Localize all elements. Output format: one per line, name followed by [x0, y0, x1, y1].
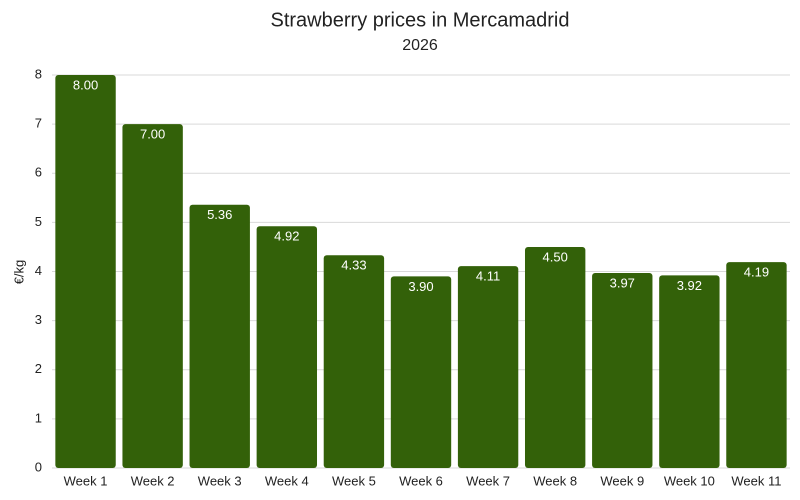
y-tick-label: 1 — [35, 410, 42, 425]
chart-title: Strawberry prices in Mercamadrid — [271, 9, 570, 31]
bar — [726, 262, 787, 468]
y-tick-label: 8 — [35, 66, 42, 81]
bar — [323, 255, 385, 468]
bar — [524, 246, 586, 468]
x-tick-label: Week 1 — [64, 473, 108, 488]
y-tick-label: 0 — [35, 459, 42, 474]
x-tick-label: Week 2 — [131, 473, 175, 488]
y-axis-label: €/kg — [11, 260, 26, 285]
x-tick-label: Week 7 — [466, 473, 510, 488]
value-label: 4.50 — [543, 249, 568, 264]
x-tick-label: Week 6 — [399, 473, 443, 488]
x-tick-label: Week 3 — [198, 473, 242, 488]
value-label: 7.00 — [140, 127, 165, 142]
value-label: 8.00 — [73, 77, 98, 92]
bar — [122, 124, 183, 468]
y-tick-label: 7 — [35, 116, 42, 131]
value-label: 4.19 — [744, 265, 769, 280]
bar — [592, 272, 653, 468]
value-label: 3.92 — [677, 278, 702, 293]
bar — [55, 75, 116, 468]
x-tick-label: Week 10 — [664, 473, 715, 488]
x-tick-label: Week 8 — [533, 473, 577, 488]
chart-subtitle: 2026 — [402, 37, 438, 54]
bar — [659, 275, 720, 468]
y-tick-label: 5 — [35, 214, 42, 229]
bar — [256, 226, 318, 468]
y-tick-label: 6 — [35, 165, 42, 180]
value-label: 5.36 — [207, 207, 232, 222]
bar — [189, 204, 250, 468]
bar — [390, 276, 452, 468]
x-tick-label: Week 5 — [332, 473, 376, 488]
x-tick-label: Week 11 — [731, 473, 781, 488]
x-tick-label: Week 4 — [265, 473, 309, 488]
y-tick-label: 2 — [35, 361, 42, 376]
y-tick-label: 4 — [35, 263, 42, 278]
y-tick-label: 3 — [35, 312, 42, 327]
value-label: 3.97 — [610, 275, 635, 290]
x-tick-label: Week 9 — [600, 473, 644, 488]
value-label: 4.92 — [274, 229, 299, 244]
bar — [457, 266, 519, 468]
value-label: 4.33 — [341, 258, 366, 273]
value-label: 4.11 — [476, 269, 500, 284]
value-label: 3.90 — [408, 279, 433, 294]
